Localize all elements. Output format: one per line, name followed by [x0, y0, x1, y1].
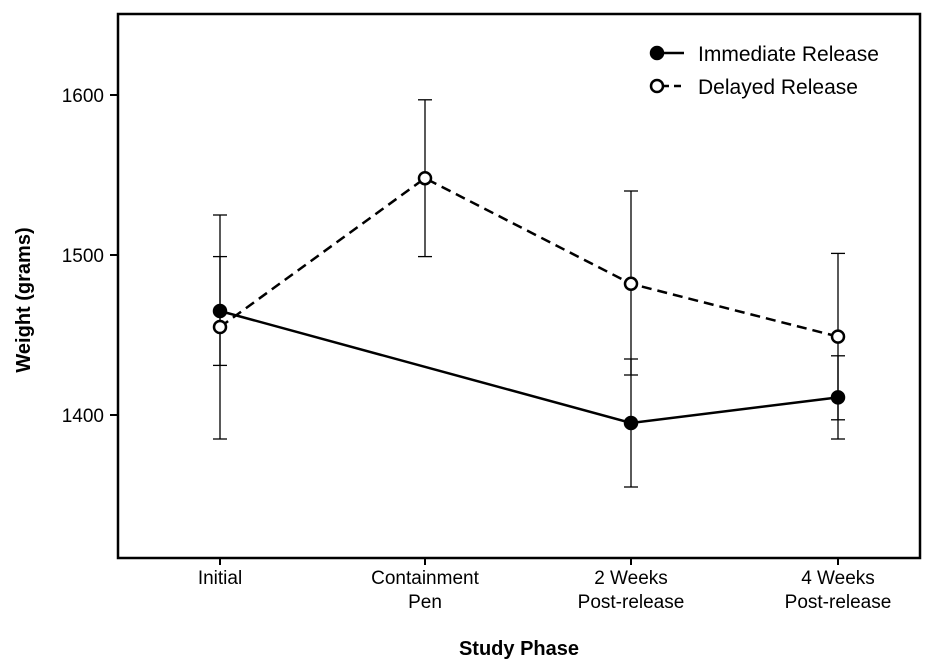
y-tick-label: 1600 [62, 86, 104, 107]
data-point [830, 329, 846, 344]
x-tick-label: Containment Pen [371, 568, 479, 613]
data-point [417, 170, 433, 186]
legend-entry: Immediate Release [649, 43, 879, 66]
data-point [623, 415, 639, 431]
x-tick-label: 2 Weeks Post-release [578, 568, 685, 613]
x-axis-ticks: Initial Containment Pen 2 Weeks Post-release… [198, 558, 892, 613]
legend-marker [649, 45, 665, 61]
data-point [212, 303, 228, 319]
legend-label: Delayed Release [698, 76, 858, 99]
data-point [623, 276, 639, 292]
y-axis-ticks: 1400 1500 1600 [62, 86, 118, 427]
x-axis-title: Study Phase [459, 638, 579, 660]
y-tick-label: 1400 [62, 406, 104, 427]
series-line [219, 309, 839, 425]
error-bars [213, 99, 845, 488]
y-axis-title: Weight (grams) [13, 227, 35, 372]
data-point [830, 390, 846, 405]
series-line [219, 176, 839, 338]
legend-marker [649, 78, 665, 94]
x-tick-label: Initial [198, 568, 242, 589]
legend-entry: Delayed Release [649, 76, 858, 99]
y-tick-label: 1500 [62, 246, 104, 267]
data-points [212, 170, 846, 431]
series-lines [219, 176, 839, 425]
legend-label: Immediate Release [698, 43, 879, 66]
data-point [212, 319, 228, 335]
legend: Immediate Release Delayed Release [649, 43, 879, 99]
plot-frame [116, 12, 922, 560]
x-tick-label: 4 Weeks Post-release [785, 568, 892, 613]
